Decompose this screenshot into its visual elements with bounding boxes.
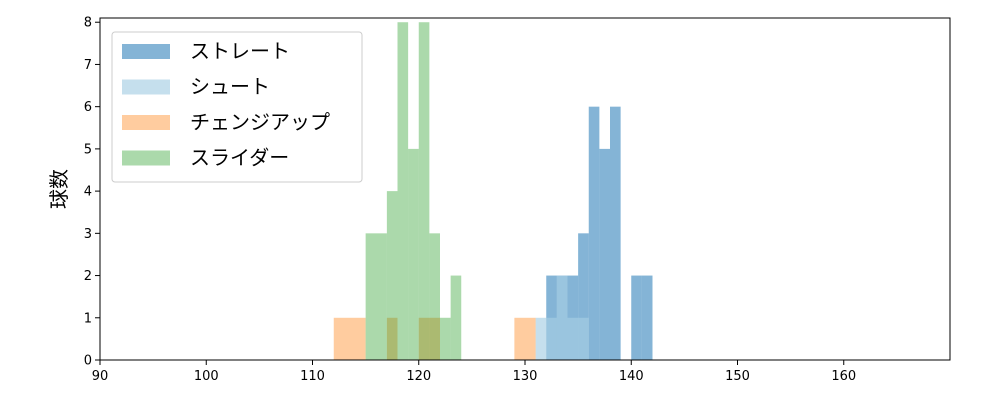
y-tick-label: 7 <box>84 58 92 73</box>
legend-label-0: ストレート <box>190 39 290 63</box>
y-tick-label: 3 <box>84 227 92 242</box>
legend-label-1: シュート <box>190 75 270 99</box>
bar-series-3-bin-5 <box>429 233 440 360</box>
bar-series-0-bin-4 <box>588 106 600 361</box>
bar-series-3-bin-6 <box>440 317 451 360</box>
bar-series-3-bin-7 <box>450 275 462 360</box>
y-tick-label: 2 <box>84 269 92 284</box>
x-tick-label: 120 <box>406 369 431 384</box>
bar-series-1-bin-0 <box>535 317 547 360</box>
y-axis-title: 球数 <box>47 169 71 209</box>
bar-series-2-bin-2 <box>418 317 440 360</box>
bar-series-0-bin-3 <box>578 233 589 360</box>
x-tick-label: 140 <box>619 369 644 384</box>
y-tick-label: 4 <box>84 185 92 200</box>
bar-series-3-bin-1 <box>386 191 398 360</box>
bar-series-1-bin-1 <box>546 317 557 360</box>
bar-series-2-bin-0 <box>333 317 366 360</box>
legend-swatch-3 <box>122 150 170 166</box>
bar-series-1-bin-2 <box>556 275 568 360</box>
bar-series-0-bin-6 <box>610 106 621 361</box>
x-tick-label: 130 <box>513 369 538 384</box>
y-tick-label: 1 <box>84 311 92 326</box>
bar-series-2-bin-3 <box>514 317 536 360</box>
y-tick-label: 8 <box>84 16 92 31</box>
bar-series-0-bin-7 <box>631 275 642 360</box>
legend-swatch-0 <box>122 44 170 59</box>
x-tick-label: 90 <box>92 369 109 384</box>
bars-layer <box>333 22 653 361</box>
x-tick-label: 160 <box>831 369 856 384</box>
legend-box <box>111 31 363 183</box>
x-tick-label: 100 <box>194 369 219 384</box>
bar-series-0-bin-5 <box>599 148 610 360</box>
x-tick-label: 110 <box>300 369 325 384</box>
bar-series-0-bin-8 <box>641 275 653 360</box>
y-tick-label: 0 <box>84 354 92 369</box>
bar-series-3-bin-3 <box>408 148 419 360</box>
bar-series-1-bin-3 <box>567 317 579 360</box>
bar-series-1-bin-4 <box>578 317 589 360</box>
legend-swatch-2 <box>122 115 170 130</box>
x-tick-label: 150 <box>725 369 750 384</box>
x-axis: 90 100 110 120 130 140 150 160 <box>92 360 856 384</box>
bar-series-3-bin-4 <box>418 22 430 360</box>
legend-swatch-1 <box>122 79 170 95</box>
y-tick-label: 6 <box>84 100 92 115</box>
y-tick-label: 5 <box>84 142 92 157</box>
bar-series-3-bin-2 <box>397 22 409 360</box>
legend-label-2: チェンジアップ <box>190 110 330 134</box>
legend-label-3: スライダー <box>190 146 289 170</box>
bar-series-2-bin-1 <box>386 317 398 360</box>
y-axis: 0 1 2 3 4 5 6 7 8 <box>84 16 100 369</box>
bar-series-3-bin-0 <box>365 233 387 360</box>
